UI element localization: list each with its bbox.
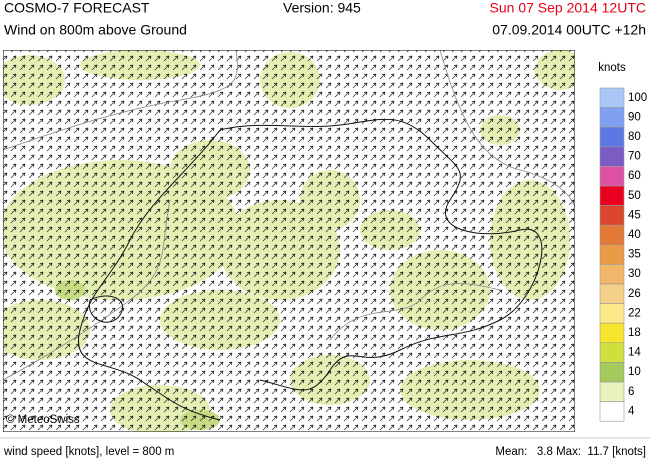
legend-swatch: [599, 146, 625, 167]
version: Version: 945: [283, 0, 361, 16]
legend-swatch: [599, 205, 625, 226]
legend-swatch: [599, 264, 625, 285]
legend: knots 100 90 80 70 60 50 45 40 35 30 26 22 18 14 10 6 4: [598, 62, 647, 422]
run-time: 07.09.2014 00UTC +12h: [492, 22, 646, 38]
legend-label: 35: [628, 249, 641, 261]
legend-swatch: [599, 244, 625, 265]
legend-swatch: [599, 401, 625, 422]
legend-swatch: [599, 166, 625, 187]
title: COSMO-7 FORECAST: [4, 0, 150, 16]
legend-label: 60: [628, 170, 641, 182]
wind-arrows: [3, 50, 575, 432]
legend-label: 80: [628, 131, 641, 143]
legend-label: 18: [628, 327, 641, 339]
legend-swatch: [599, 185, 625, 206]
legend-label: 22: [628, 307, 641, 319]
valid-time: Sun 07 Sep 2014 12UTC: [490, 0, 646, 16]
legend-label: 4: [628, 405, 635, 417]
footer-right: Mean: 3.8 Max: 11.7 [knots]: [495, 446, 646, 458]
legend-label: 100: [628, 92, 647, 104]
legend-swatch: [599, 126, 625, 148]
legend-label: 10: [628, 366, 641, 378]
legend-swatch: [599, 322, 625, 344]
legend-label: 90: [628, 111, 641, 123]
borders: [3, 50, 575, 381]
legend-title: knots: [598, 62, 626, 74]
legend-swatch: [599, 283, 625, 304]
legend-swatch: [599, 381, 625, 402]
legend-swatch: [599, 224, 625, 246]
legend-label: 30: [628, 268, 641, 280]
footer-left: wind speed [knots], level = 800 m: [3, 446, 174, 458]
legend-label: 70: [628, 151, 641, 163]
legend-swatch: [599, 342, 625, 363]
coast-and-borders: [77, 118, 543, 421]
legend-swatch: [599, 87, 625, 108]
subtitle: Wind on 800m above Ground: [4, 22, 187, 38]
legend-label: 26: [628, 288, 641, 300]
legend-label: 50: [628, 190, 641, 202]
legend-swatch: [599, 303, 625, 324]
legend-label: 14: [628, 347, 641, 359]
legend-label: 40: [628, 229, 641, 241]
legend-swatch: [599, 362, 625, 383]
legend-label: 6: [628, 386, 634, 398]
copyright: © MeteoSwiss: [6, 414, 80, 426]
map: © MeteoSwiss: [3, 50, 575, 432]
legend-label: 45: [628, 209, 641, 221]
legend-swatch: [599, 107, 625, 128]
